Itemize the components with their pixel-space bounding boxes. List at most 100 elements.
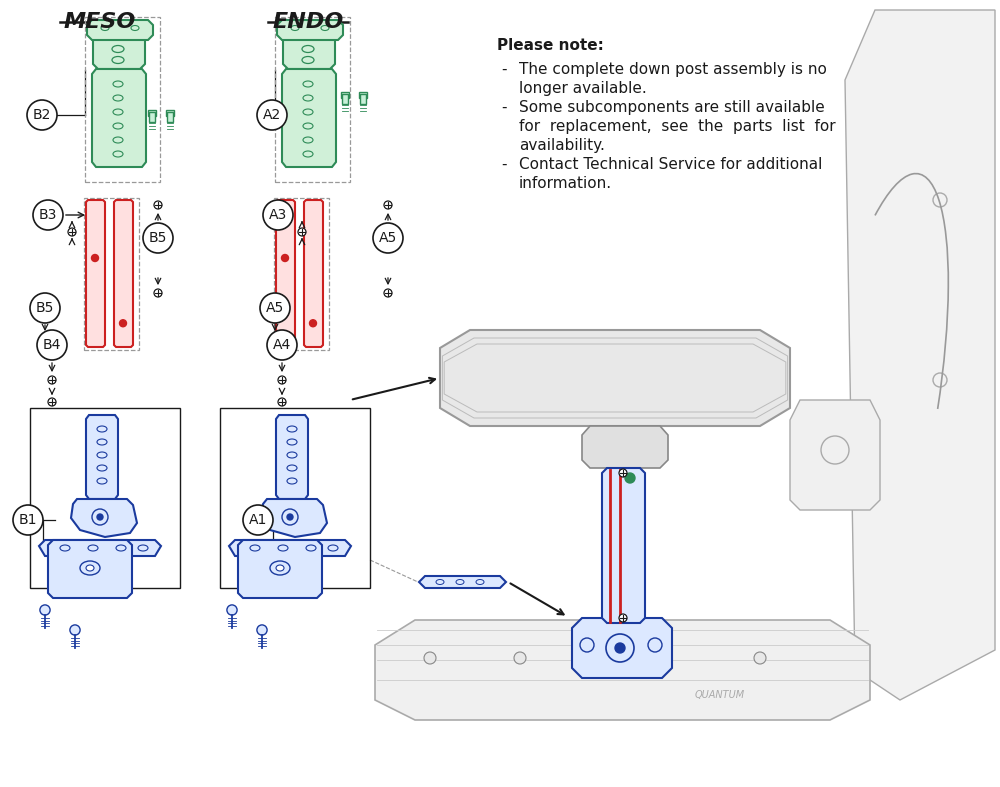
Polygon shape	[276, 200, 295, 347]
Polygon shape	[283, 34, 335, 69]
Polygon shape	[114, 200, 133, 347]
Polygon shape	[48, 540, 132, 598]
Ellipse shape	[88, 545, 98, 551]
Ellipse shape	[113, 109, 123, 115]
Ellipse shape	[476, 579, 484, 585]
Text: A3: A3	[269, 208, 287, 222]
Ellipse shape	[97, 439, 107, 445]
Ellipse shape	[276, 565, 284, 571]
Polygon shape	[582, 426, 668, 468]
Ellipse shape	[113, 123, 123, 129]
Ellipse shape	[303, 95, 313, 101]
Circle shape	[257, 100, 287, 130]
Ellipse shape	[291, 25, 299, 31]
Text: A4: A4	[273, 338, 291, 352]
Circle shape	[154, 201, 162, 209]
Text: The complete down post assembly is no: The complete down post assembly is no	[519, 62, 827, 77]
Circle shape	[40, 605, 50, 615]
Circle shape	[30, 293, 60, 323]
Polygon shape	[87, 20, 153, 40]
Text: A2: A2	[263, 108, 281, 122]
Text: -: -	[501, 157, 507, 172]
Ellipse shape	[101, 25, 109, 31]
Circle shape	[154, 289, 162, 297]
Circle shape	[120, 320, 126, 327]
Circle shape	[227, 605, 237, 615]
Circle shape	[68, 228, 76, 236]
Polygon shape	[39, 540, 161, 556]
Circle shape	[257, 625, 267, 635]
Circle shape	[263, 200, 293, 230]
Polygon shape	[86, 415, 118, 499]
Circle shape	[298, 228, 306, 236]
Bar	[342, 94, 348, 104]
Bar	[341, 92, 349, 98]
Text: information.: information.	[519, 176, 612, 191]
Ellipse shape	[97, 452, 107, 458]
Ellipse shape	[97, 426, 107, 432]
Circle shape	[48, 376, 56, 384]
Ellipse shape	[138, 545, 148, 551]
Circle shape	[644, 652, 656, 664]
Polygon shape	[86, 200, 105, 347]
Ellipse shape	[287, 426, 297, 432]
Ellipse shape	[303, 123, 313, 129]
Polygon shape	[71, 499, 137, 537]
Ellipse shape	[116, 545, 126, 551]
Text: ENDO: ENDO	[272, 12, 344, 32]
Bar	[167, 112, 173, 122]
Ellipse shape	[303, 151, 313, 157]
Ellipse shape	[270, 561, 290, 575]
Ellipse shape	[328, 545, 338, 551]
Text: for  replacement,  see  the  parts  list  for: for replacement, see the parts list for	[519, 119, 836, 134]
Ellipse shape	[86, 565, 94, 571]
Polygon shape	[419, 576, 506, 588]
Polygon shape	[304, 200, 323, 347]
Circle shape	[97, 514, 103, 520]
Circle shape	[282, 254, 288, 261]
Bar	[148, 110, 156, 116]
Ellipse shape	[112, 46, 124, 53]
Ellipse shape	[287, 478, 297, 484]
Text: -: -	[501, 100, 507, 115]
Circle shape	[92, 254, 98, 261]
Polygon shape	[282, 69, 336, 167]
Text: B5: B5	[149, 231, 167, 245]
Ellipse shape	[250, 545, 260, 551]
Bar	[220, 408, 370, 588]
Ellipse shape	[436, 579, 444, 585]
Polygon shape	[790, 400, 880, 510]
Circle shape	[267, 330, 297, 360]
Text: Please note:: Please note:	[497, 38, 604, 53]
Circle shape	[373, 223, 403, 253]
Polygon shape	[93, 34, 145, 69]
Ellipse shape	[97, 465, 107, 471]
Circle shape	[27, 100, 57, 130]
Circle shape	[37, 330, 67, 360]
Circle shape	[384, 201, 392, 209]
Polygon shape	[440, 330, 790, 426]
Ellipse shape	[60, 545, 70, 551]
Text: Some subcomponents are still available: Some subcomponents are still available	[519, 100, 825, 115]
Circle shape	[424, 652, 436, 664]
Polygon shape	[229, 540, 351, 556]
Ellipse shape	[113, 81, 123, 87]
Text: MESO: MESO	[64, 12, 136, 32]
Text: longer available.: longer available.	[519, 81, 647, 96]
Circle shape	[278, 398, 286, 406]
Ellipse shape	[113, 137, 123, 143]
Text: B2: B2	[33, 108, 51, 122]
Circle shape	[514, 652, 526, 664]
Bar	[30, 408, 180, 588]
Polygon shape	[92, 69, 146, 167]
Circle shape	[143, 223, 173, 253]
Circle shape	[287, 514, 293, 520]
Polygon shape	[602, 468, 645, 623]
Ellipse shape	[113, 151, 123, 157]
Circle shape	[243, 505, 273, 535]
Text: B3: B3	[39, 208, 57, 222]
Polygon shape	[261, 499, 327, 537]
Bar	[84, 198, 139, 350]
Text: A1: A1	[249, 513, 267, 527]
Ellipse shape	[80, 561, 100, 575]
